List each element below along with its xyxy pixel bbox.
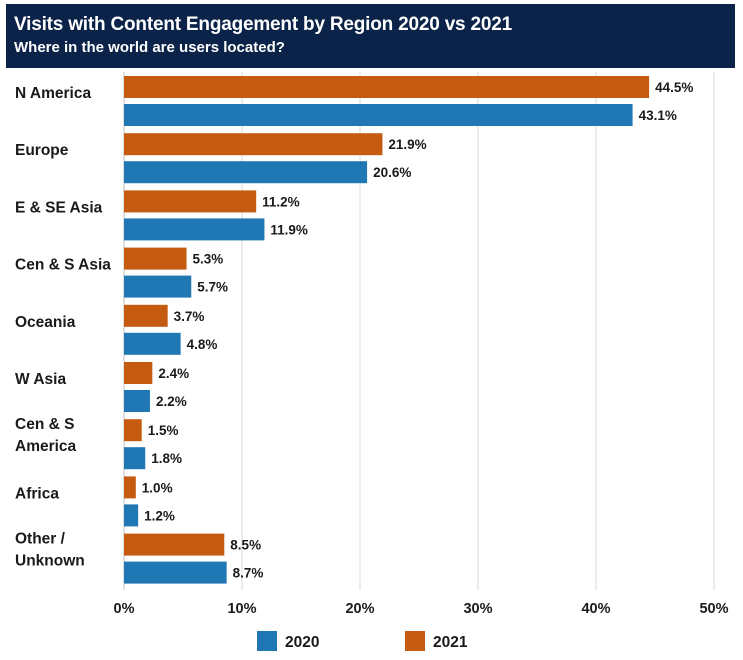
gridlines: [241, 72, 715, 590]
value-label-2021: 1.0%: [142, 480, 173, 495]
value-label-2020: 11.9%: [270, 222, 308, 237]
bar-2021: [124, 533, 225, 556]
bar-2021: [124, 76, 650, 98]
chart-header: Visits with Content Engagement by Region…: [6, 4, 735, 68]
x-tick-label: 40%: [581, 601, 610, 617]
category-label: Cen & S America: [15, 416, 77, 455]
category-label-line: Oceania: [15, 314, 76, 331]
x-tick-label: 30%: [463, 601, 492, 617]
category-label-line: Europe: [15, 142, 69, 159]
x-tick-label: 0%: [114, 601, 135, 617]
value-label-2021: 44.5%: [655, 80, 693, 95]
bar-2021: [124, 362, 153, 384]
value-label-2020: 2.2%: [156, 394, 187, 409]
category-label-line: Other /: [15, 531, 66, 548]
category-label-line: Unknown: [15, 553, 85, 570]
category-label-line: America: [15, 438, 77, 455]
bar-2020: [124, 275, 192, 298]
category-label: W Asia: [15, 371, 66, 388]
legend-label-2020: 2020: [285, 634, 319, 651]
bar-2020: [124, 504, 139, 527]
x-tick-label: 10%: [227, 601, 256, 617]
category-label-line: Cen & S Asia: [15, 257, 111, 274]
value-label-2021: 5.3%: [193, 252, 224, 267]
value-label-2020: 4.8%: [187, 337, 218, 352]
bar-2020: [124, 218, 265, 241]
value-label-2020: 43.1%: [639, 108, 677, 123]
value-label-2020: 1.8%: [151, 451, 182, 466]
value-label-2020: 5.7%: [197, 280, 228, 295]
bar-2020: [124, 390, 150, 412]
value-label-2020: 8.7%: [233, 566, 264, 581]
value-label-2020: 1.2%: [144, 508, 175, 523]
bar-2020: [124, 447, 146, 470]
bar-2021: [124, 476, 136, 499]
legend-label-2021: 2021: [433, 634, 468, 651]
chart-title: Visits with Content Engagement by Region…: [14, 14, 512, 35]
bar-2021: [124, 133, 383, 156]
bar-2020: [124, 161, 368, 184]
value-label-2021: 11.2%: [262, 194, 300, 209]
bar-2021: [124, 304, 168, 327]
bar-2021: [124, 247, 187, 270]
category-label-line: W Asia: [15, 371, 66, 388]
x-tick-label: 20%: [345, 601, 374, 617]
category-label: E & SE Asia: [15, 199, 103, 216]
x-tick-label: 50%: [699, 601, 728, 617]
value-label-2020: 20.6%: [373, 165, 411, 180]
bar-2020: [124, 332, 181, 355]
category-label-line: Cen & S: [15, 416, 74, 433]
category-label-line: N America: [15, 85, 91, 102]
legend-swatch-2021: [405, 631, 425, 651]
bar-2021: [124, 190, 257, 213]
value-label-2021: 2.4%: [158, 366, 189, 381]
category-label: Cen & S Asia: [15, 257, 111, 274]
category-label-line: E & SE Asia: [15, 199, 103, 216]
category-label: Africa: [15, 485, 59, 502]
value-label-2021: 21.9%: [388, 137, 426, 152]
value-label-2021: 8.5%: [230, 538, 261, 553]
bar-2020: [124, 561, 227, 584]
legend-swatch-2020: [257, 631, 277, 651]
category-label: N America: [15, 85, 91, 102]
category-label: Europe: [15, 142, 69, 159]
bar-2021: [124, 419, 142, 442]
value-label-2021: 3.7%: [174, 309, 205, 324]
bar-2020: [124, 104, 633, 126]
category-label-line: Africa: [15, 485, 59, 502]
chart-subtitle: Where in the world are users located?: [14, 39, 285, 56]
category-label: Oceania: [15, 314, 76, 331]
category-label: Other / Unknown: [15, 531, 85, 570]
value-label-2021: 1.5%: [148, 423, 179, 438]
